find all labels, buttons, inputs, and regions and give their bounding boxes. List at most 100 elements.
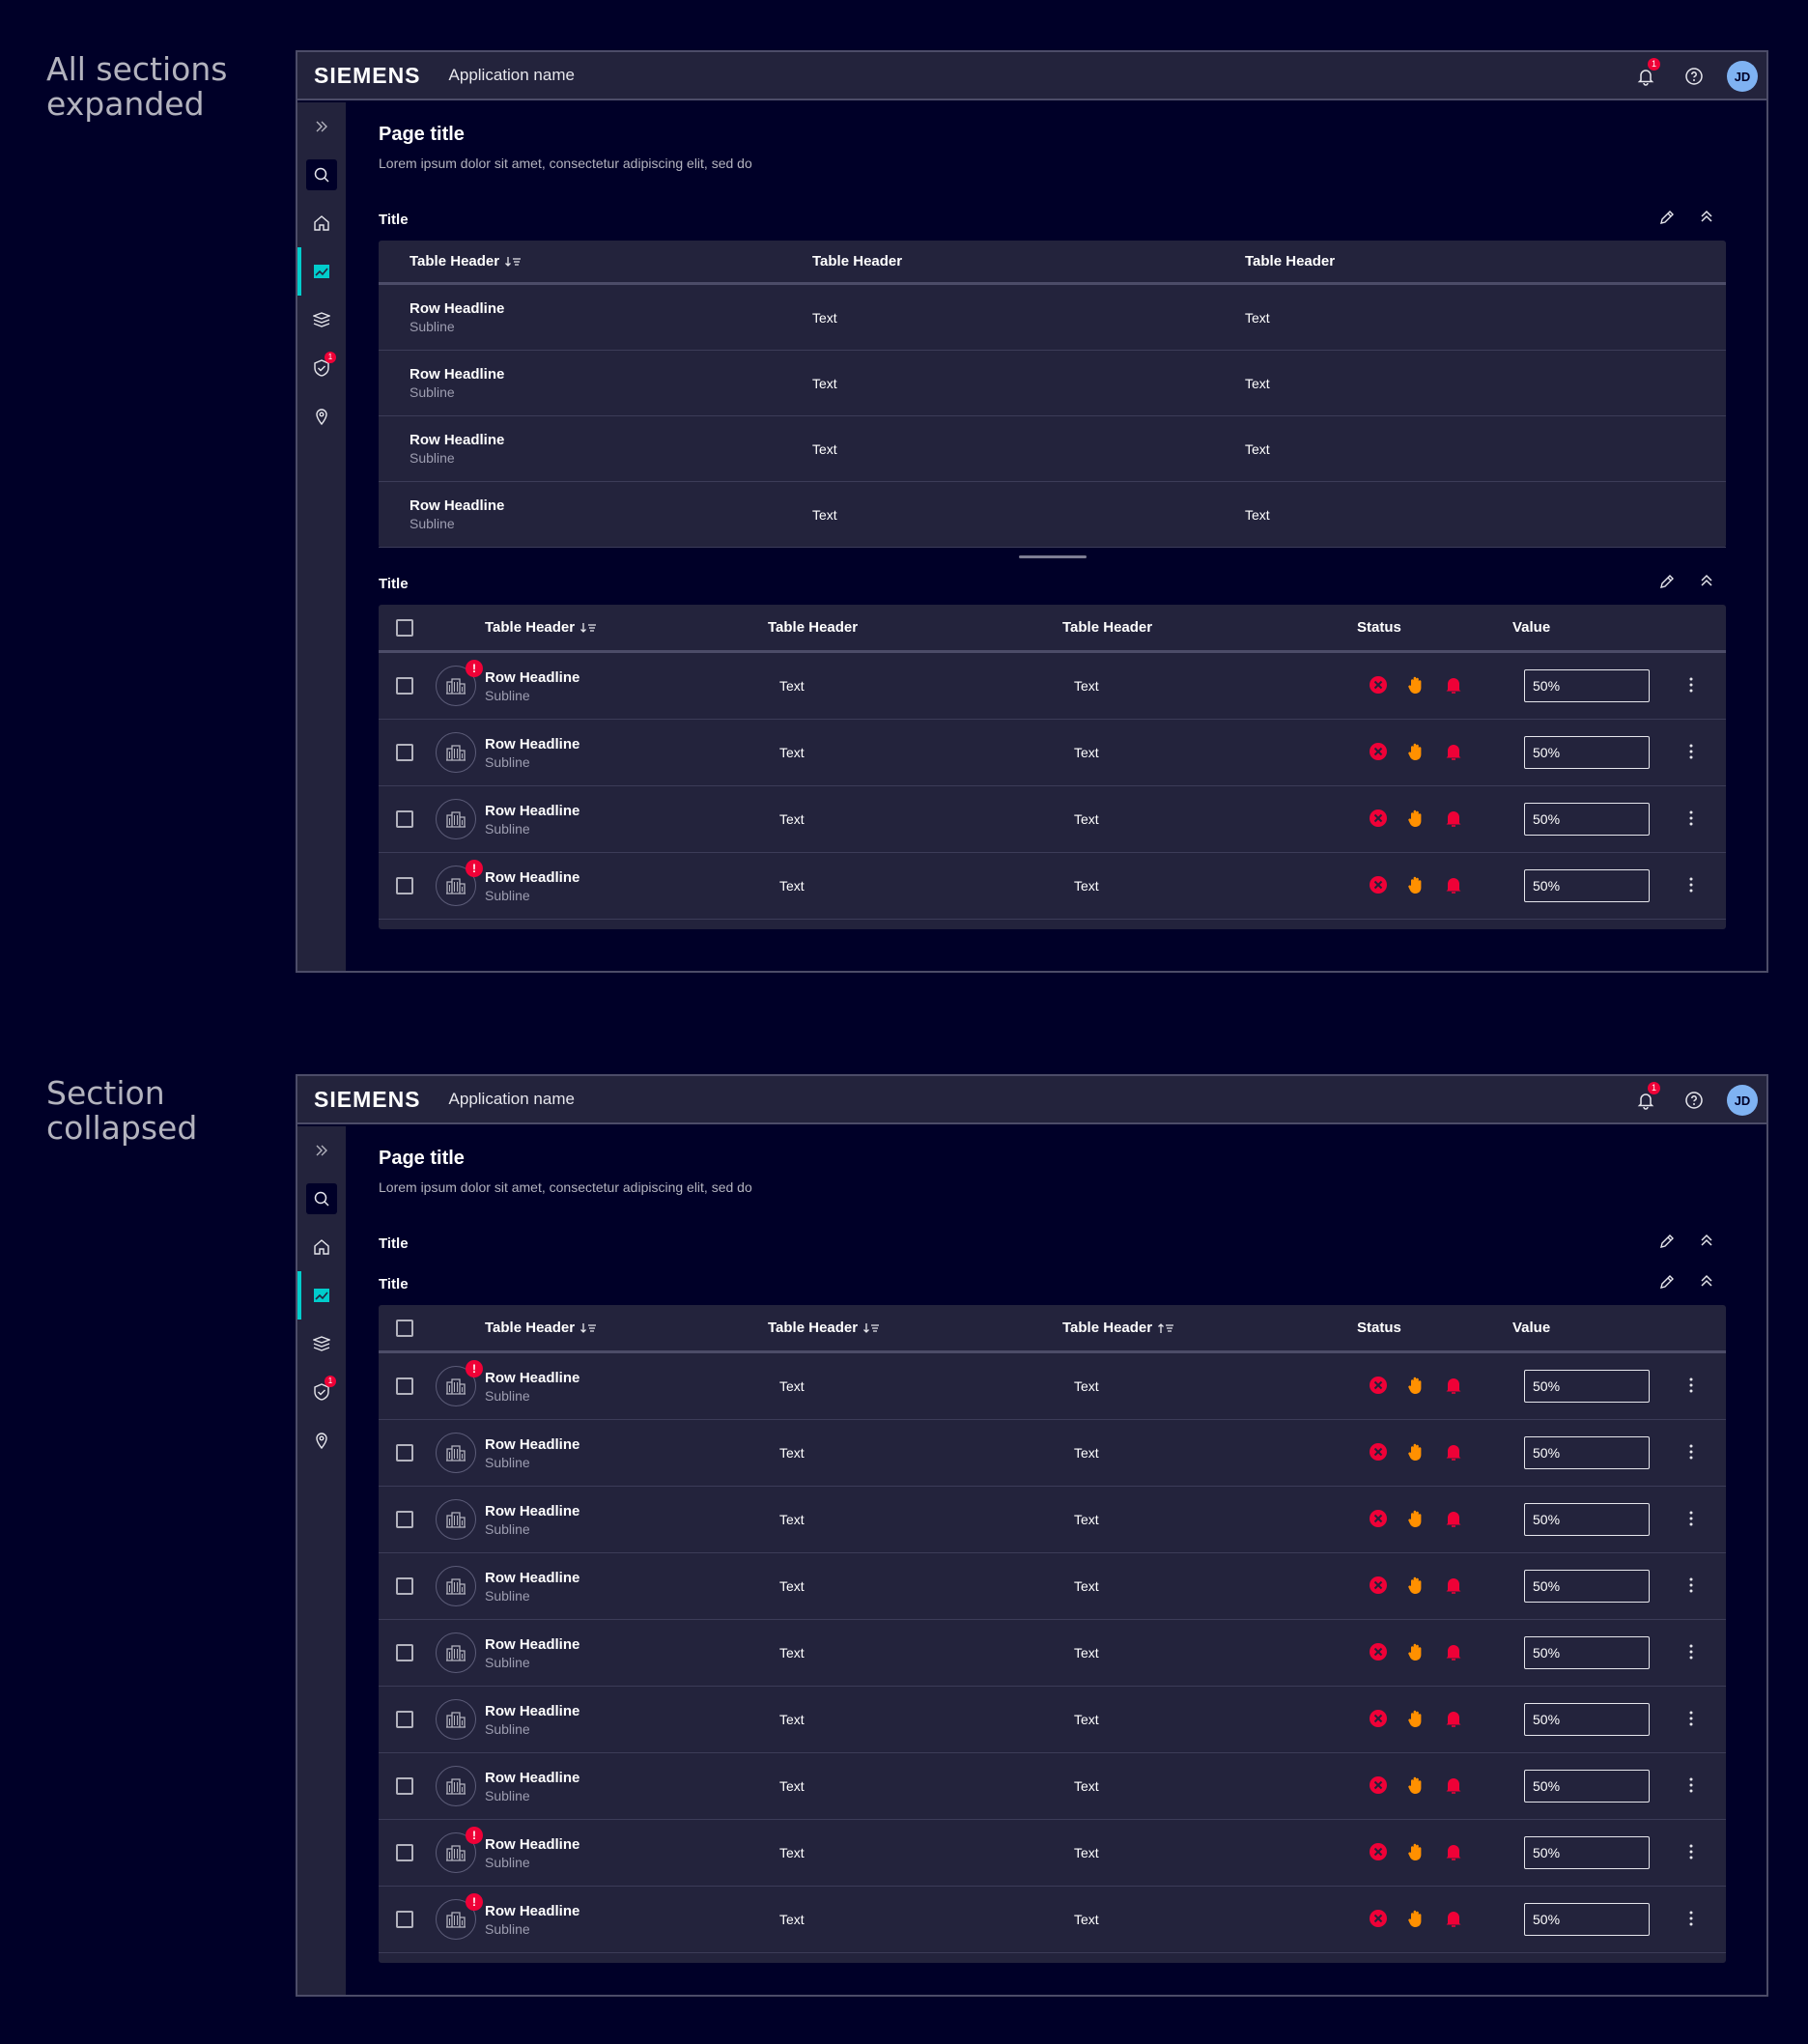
- row-checkbox[interactable]: [396, 1444, 413, 1462]
- status-manual[interactable]: [1407, 1442, 1425, 1464]
- side-nav-analytics[interactable]: [297, 1271, 346, 1320]
- status-manual[interactable]: [1407, 1842, 1425, 1864]
- status-error[interactable]: [1369, 809, 1388, 831]
- edit-section-button[interactable]: [1658, 1273, 1676, 1295]
- value-input[interactable]: 50%: [1524, 1836, 1650, 1869]
- collapse-section-button[interactable]: [1699, 573, 1714, 595]
- row-checkbox[interactable]: [396, 877, 413, 894]
- edit-section-button[interactable]: [1658, 1233, 1676, 1255]
- siemens-logo[interactable]: SIEMENS: [314, 62, 421, 88]
- user-menu-button[interactable]: JD: [1718, 52, 1766, 100]
- status-manual[interactable]: [1407, 1509, 1425, 1531]
- table-header-cell[interactable]: Table Header: [473, 1320, 768, 1336]
- status-error[interactable]: [1369, 1775, 1388, 1798]
- side-nav-home[interactable]: [297, 1223, 346, 1271]
- row-checkbox[interactable]: [396, 1844, 413, 1861]
- status-manual[interactable]: [1407, 1376, 1425, 1398]
- select-all-checkbox[interactable]: [396, 618, 413, 637]
- value-input[interactable]: 50%: [1524, 1370, 1650, 1403]
- side-nav-layers[interactable]: [297, 296, 346, 344]
- side-nav-search[interactable]: [297, 151, 346, 199]
- status-alarm[interactable]: [1444, 1442, 1463, 1464]
- row-menu-button[interactable]: [1688, 676, 1694, 696]
- status-alarm[interactable]: [1444, 1909, 1463, 1931]
- table-row[interactable]: Row Headline Subline Text Text 50%: [379, 1553, 1726, 1620]
- row-menu-button[interactable]: [1688, 1576, 1694, 1597]
- row-checkbox[interactable]: [396, 1577, 413, 1595]
- side-nav-layers[interactable]: [297, 1320, 346, 1368]
- status-alarm[interactable]: [1444, 1376, 1463, 1398]
- table-header-cell[interactable]: Table Header: [768, 619, 859, 636]
- status-manual[interactable]: [1407, 1909, 1425, 1931]
- status-error[interactable]: [1369, 1842, 1388, 1864]
- row-checkbox[interactable]: [396, 744, 413, 761]
- side-nav-security[interactable]: 1: [297, 1368, 346, 1416]
- row-menu-button[interactable]: [1688, 1443, 1694, 1463]
- collapse-section-button[interactable]: [1699, 209, 1714, 231]
- table-row[interactable]: Row Headline Subline Text Text 50%: [379, 1753, 1726, 1820]
- status-manual[interactable]: [1407, 809, 1425, 831]
- collapse-section-button[interactable]: [1699, 1233, 1714, 1255]
- row-menu-button[interactable]: [1688, 876, 1694, 896]
- row-menu-button[interactable]: [1688, 809, 1694, 830]
- status-error[interactable]: [1369, 875, 1388, 897]
- table-row[interactable]: ! Row Headline Subline Text Text 50%: [379, 1887, 1726, 1953]
- value-input[interactable]: 50%: [1524, 1436, 1650, 1469]
- row-checkbox[interactable]: [396, 1644, 413, 1661]
- select-all-checkbox[interactable]: [396, 1319, 413, 1337]
- row-menu-button[interactable]: [1688, 1776, 1694, 1797]
- table-header-cell[interactable]: Table Header: [1062, 619, 1153, 636]
- status-alarm[interactable]: [1444, 1642, 1463, 1664]
- siemens-logo[interactable]: SIEMENS: [314, 1086, 421, 1112]
- side-nav-search[interactable]: [297, 1175, 346, 1223]
- row-checkbox[interactable]: [396, 1777, 413, 1795]
- row-menu-button[interactable]: [1688, 1843, 1694, 1863]
- table-row[interactable]: Row Headline Subline Text Text 50%: [379, 1687, 1726, 1753]
- status-alarm[interactable]: [1444, 1775, 1463, 1798]
- status-alarm[interactable]: [1444, 1509, 1463, 1531]
- row-menu-button[interactable]: [1688, 1710, 1694, 1730]
- value-input[interactable]: 50%: [1524, 803, 1650, 836]
- status-manual[interactable]: [1407, 1576, 1425, 1598]
- value-input[interactable]: 50%: [1524, 869, 1650, 902]
- status-alarm[interactable]: [1444, 1842, 1463, 1864]
- table-row[interactable]: Row Headline Subline Text Text 50%: [379, 1487, 1726, 1553]
- status-error[interactable]: [1369, 1442, 1388, 1464]
- value-input[interactable]: 50%: [1524, 1503, 1650, 1536]
- value-input[interactable]: 50%: [1524, 669, 1650, 702]
- table-header-cell[interactable]: Table Header: [379, 253, 812, 270]
- notifications-button[interactable]: 1: [1622, 52, 1670, 100]
- collapse-section-button[interactable]: [1699, 1273, 1714, 1295]
- side-nav-location[interactable]: [297, 392, 346, 440]
- status-alarm[interactable]: [1444, 742, 1463, 764]
- status-error[interactable]: [1369, 1709, 1388, 1731]
- status-error[interactable]: [1369, 1509, 1388, 1531]
- value-input[interactable]: 50%: [1524, 1636, 1650, 1669]
- side-nav-security[interactable]: 1: [297, 344, 346, 392]
- status-alarm[interactable]: [1444, 1709, 1463, 1731]
- table-row[interactable]: ! Row Headline Subline Text Text 50%: [379, 1820, 1726, 1887]
- edit-section-button[interactable]: [1658, 573, 1676, 595]
- status-alarm[interactable]: [1444, 809, 1463, 831]
- row-checkbox[interactable]: [396, 1711, 413, 1728]
- status-error[interactable]: [1369, 1376, 1388, 1398]
- edit-section-button[interactable]: [1658, 209, 1676, 231]
- row-checkbox[interactable]: [396, 1377, 413, 1395]
- resize-handle[interactable]: [1018, 555, 1087, 558]
- table-header-cell[interactable]: Table Header: [768, 1320, 1062, 1336]
- side-nav-analytics[interactable]: [297, 247, 346, 296]
- side-nav-location[interactable]: [297, 1416, 346, 1464]
- table-header-cell[interactable]: Table Header: [812, 253, 903, 270]
- row-menu-button[interactable]: [1688, 1510, 1694, 1530]
- help-button[interactable]: [1670, 1076, 1718, 1124]
- status-error[interactable]: [1369, 742, 1388, 764]
- row-checkbox[interactable]: [396, 677, 413, 695]
- table-row[interactable]: ! Row Headline Subline Text Text 50%: [379, 853, 1726, 920]
- table-row[interactable]: Row Headline Subline Text Text 50%: [379, 1420, 1726, 1487]
- table-header-cell[interactable]: Table Header: [1062, 1320, 1357, 1336]
- table-row[interactable]: Row Headline Subline Text Text 50%: [379, 1620, 1726, 1687]
- row-checkbox[interactable]: [396, 1511, 413, 1528]
- status-manual[interactable]: [1407, 1775, 1425, 1798]
- value-input[interactable]: 50%: [1524, 1703, 1650, 1736]
- status-alarm[interactable]: [1444, 675, 1463, 697]
